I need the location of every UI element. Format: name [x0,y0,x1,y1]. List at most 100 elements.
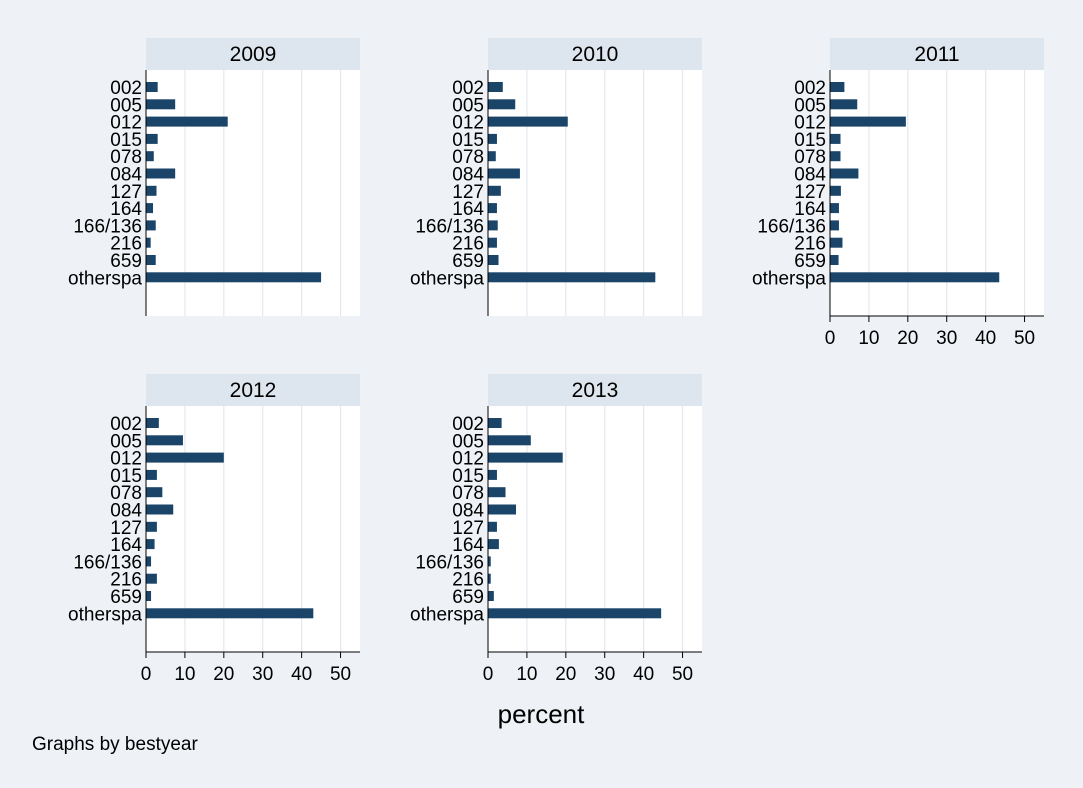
panel-2011: 2011 002005012015078084127164166/13621665… [752,38,1044,349]
category-label: 005 [110,95,142,116]
bar [146,539,155,550]
bar [146,591,152,601]
category-label: 166/136 [757,216,826,237]
category-label: 166/136 [415,552,484,573]
bar [488,272,656,283]
bar [146,469,157,480]
x-tick-label: 0 [825,328,836,349]
category-label: 164 [452,535,484,556]
x-tick-label: 30 [594,664,615,685]
category-label: 216 [110,234,142,255]
x-tick-label: 40 [633,664,654,685]
bar [146,272,322,283]
category-label: 127 [110,518,142,539]
x-tick-label: 0 [141,664,152,685]
bar [488,608,662,619]
bar [488,220,498,231]
bar [488,487,506,498]
category-label: 015 [794,130,826,151]
category-label: 659 [452,251,484,272]
panel-title: 2013 [572,379,619,402]
category-label: 659 [452,587,484,608]
x-tick-label: 20 [555,664,576,685]
category-label: 166/136 [73,216,142,237]
bar [488,99,516,110]
bar [488,469,497,480]
bar [830,133,841,144]
category-label: 164 [452,199,484,220]
bar [146,521,157,532]
x-tick-label: 0 [483,664,494,685]
panel-title: 2010 [572,43,619,66]
category-label: 127 [452,182,484,203]
bar [146,452,224,463]
bar [146,418,159,428]
bar [488,151,496,162]
bar [146,573,157,584]
x-tick-label: 30 [936,328,957,349]
category-label: 015 [452,466,484,487]
category-label: otherspa [68,604,142,625]
x-tick-label: 50 [1014,328,1035,349]
category-label: 166/136 [73,552,142,573]
bar [146,487,163,498]
category-label: otherspa [410,604,484,625]
x-tick-label: 20 [897,328,918,349]
category-label: 015 [110,466,142,487]
bar [830,116,906,127]
panel-title: 2012 [230,379,277,402]
panel-2012: 2012 002005012015078084127164166/13621665… [68,374,360,685]
bar [830,203,839,214]
panels: 2009002005012015078084127164166/13621665… [68,38,1044,685]
category-label: 012 [794,113,826,134]
category-label: 164 [794,199,826,220]
bar [146,504,174,515]
category-label: 127 [110,182,142,203]
category-label: 659 [110,251,142,272]
panel-title: 2009 [230,43,277,66]
bar [488,168,520,179]
panel-title: 2011 [914,43,959,66]
x-tick-label: 10 [858,328,879,349]
category-label: 216 [794,234,826,255]
category-label: 012 [452,113,484,134]
category-label: 078 [110,483,142,504]
bar [830,151,841,162]
panel-2010: 2010 002005012015078084127164166/13621665… [410,38,702,316]
bar [830,272,1000,283]
bar [488,418,502,428]
bar [488,556,491,567]
bar [830,99,858,110]
bar [488,237,497,248]
category-label: 015 [452,130,484,151]
bar [146,556,152,567]
category-label: 012 [110,449,142,470]
category-label: 012 [110,113,142,134]
category-label: 005 [452,95,484,116]
bar [146,435,183,446]
bar [488,435,531,446]
bar [146,99,176,110]
category-label: 002 [110,414,142,435]
bar [146,203,154,214]
bar [146,133,158,144]
category-label: 084 [110,165,142,186]
x-tick-label: 30 [252,664,273,685]
category-label: 216 [452,570,484,591]
category-label: 012 [452,449,484,470]
bar [488,452,563,463]
category-label: 002 [794,78,826,99]
bar [830,255,839,265]
bar [146,185,157,196]
category-label: 078 [452,483,484,504]
bar [830,168,859,179]
category-label: 078 [110,147,142,168]
bar [488,591,494,601]
bar [488,185,501,196]
category-label: 127 [452,518,484,539]
category-label: otherspa [68,268,142,289]
category-label: 084 [794,165,826,186]
bar [488,521,497,532]
bar [830,185,841,196]
